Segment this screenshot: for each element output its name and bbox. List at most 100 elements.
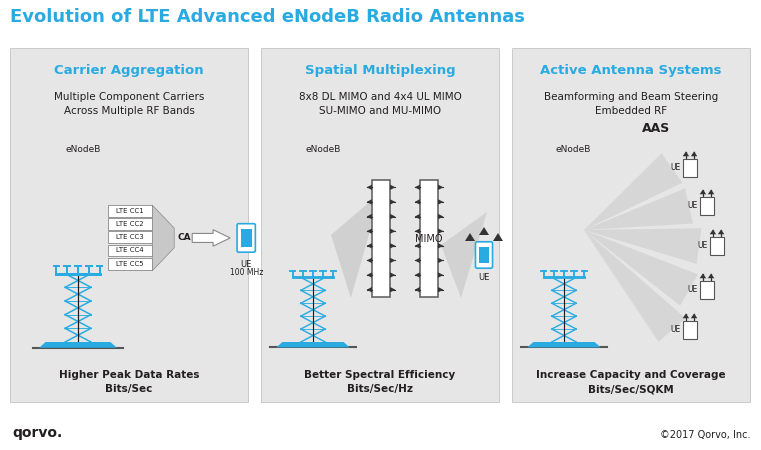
Text: Evolution of LTE Advanced eNodeB Radio Antennas: Evolution of LTE Advanced eNodeB Radio A… (10, 8, 525, 26)
Bar (108, 231, 152, 243)
Text: ©2017 Qorvo, Inc.: ©2017 Qorvo, Inc. (661, 430, 751, 440)
Polygon shape (415, 199, 420, 205)
Polygon shape (691, 314, 697, 318)
Text: UE: UE (687, 202, 697, 211)
Polygon shape (367, 214, 372, 219)
Text: eNodeB: eNodeB (305, 145, 340, 154)
Text: UE: UE (670, 325, 680, 334)
Polygon shape (367, 184, 372, 190)
Bar (108, 218, 152, 230)
Text: Carrier Aggregation: Carrier Aggregation (54, 64, 204, 77)
Text: LTE CC3: LTE CC3 (116, 234, 144, 240)
Polygon shape (441, 212, 487, 298)
Text: 8x8 DL MIMO and 4x4 UL MIMO
SU-MIMO and MU-MIMO: 8x8 DL MIMO and 4x4 UL MIMO SU-MIMO and … (298, 92, 461, 116)
Polygon shape (438, 214, 444, 219)
Polygon shape (683, 314, 689, 318)
Text: MIMO: MIMO (416, 234, 443, 243)
Bar (683, 159, 697, 177)
Polygon shape (438, 243, 444, 248)
Polygon shape (415, 258, 420, 263)
Text: UE: UE (697, 242, 707, 251)
Text: Spatial Multiplexing: Spatial Multiplexing (304, 64, 455, 77)
Polygon shape (415, 243, 420, 248)
Polygon shape (152, 205, 174, 271)
Polygon shape (699, 274, 706, 278)
Bar (108, 244, 152, 256)
Polygon shape (415, 229, 420, 234)
Text: LTE CC5: LTE CC5 (116, 261, 144, 267)
Bar (700, 281, 714, 299)
Polygon shape (193, 230, 230, 246)
Polygon shape (465, 233, 475, 241)
Bar (420, 180, 438, 297)
Text: LTE CC1: LTE CC1 (116, 208, 144, 214)
Polygon shape (415, 287, 420, 292)
Text: UE: UE (479, 273, 489, 282)
Bar (261, 48, 499, 402)
Polygon shape (367, 272, 372, 278)
Polygon shape (367, 199, 372, 205)
Bar (372, 180, 390, 297)
Polygon shape (527, 342, 600, 347)
Text: Increase Capacity and Coverage
Bits/Sec/SQKM: Increase Capacity and Coverage Bits/Sec/… (537, 370, 726, 394)
Polygon shape (390, 184, 396, 190)
Polygon shape (584, 228, 702, 264)
Polygon shape (39, 342, 117, 348)
Polygon shape (390, 214, 396, 219)
Polygon shape (718, 230, 724, 234)
Polygon shape (710, 230, 716, 234)
Text: UE: UE (687, 285, 697, 294)
Text: 100 MHz: 100 MHz (230, 268, 263, 277)
Polygon shape (390, 258, 396, 263)
Text: UE: UE (670, 163, 680, 172)
Polygon shape (438, 258, 444, 263)
Text: Beamforming and Beam Steering
Embedded RF: Beamforming and Beam Steering Embedded R… (544, 92, 718, 116)
Polygon shape (584, 230, 686, 342)
Bar (240, 229, 252, 247)
Polygon shape (390, 287, 396, 292)
Polygon shape (367, 287, 372, 292)
Polygon shape (276, 342, 350, 347)
Polygon shape (438, 272, 444, 278)
Polygon shape (390, 272, 396, 278)
Text: CA: CA (177, 234, 191, 243)
Polygon shape (584, 230, 698, 306)
Text: Multiple Component Carriers
Across Multiple RF Bands: Multiple Component Carriers Across Multi… (54, 92, 204, 116)
Polygon shape (367, 229, 372, 234)
Polygon shape (708, 274, 715, 278)
Bar (108, 205, 152, 217)
Polygon shape (367, 243, 372, 248)
Bar (512, 48, 750, 402)
Polygon shape (438, 184, 444, 190)
Polygon shape (691, 152, 697, 156)
Polygon shape (390, 243, 396, 248)
Bar (10, 48, 248, 402)
Bar (108, 258, 152, 270)
Polygon shape (415, 184, 420, 190)
Bar (700, 197, 714, 216)
Text: Better Spectral Efficiency
Bits/Sec/Hz: Better Spectral Efficiency Bits/Sec/Hz (304, 370, 456, 394)
FancyBboxPatch shape (237, 224, 256, 252)
Bar (710, 237, 724, 255)
Polygon shape (683, 152, 689, 156)
Bar (683, 321, 697, 339)
Text: LTE CC2: LTE CC2 (116, 221, 144, 227)
Polygon shape (390, 229, 396, 234)
Polygon shape (390, 199, 396, 205)
Polygon shape (415, 214, 420, 219)
Text: LTE CC4: LTE CC4 (116, 248, 144, 253)
Text: Higher Peak Data Rates
Bits/Sec: Higher Peak Data Rates Bits/Sec (59, 370, 199, 394)
Text: AAS: AAS (642, 122, 670, 135)
Polygon shape (479, 227, 489, 235)
Polygon shape (584, 189, 693, 230)
Polygon shape (438, 287, 444, 292)
Polygon shape (438, 199, 444, 205)
Text: eNodeB: eNodeB (66, 145, 101, 154)
FancyBboxPatch shape (476, 242, 492, 268)
Polygon shape (367, 258, 372, 263)
Polygon shape (438, 229, 444, 234)
Polygon shape (331, 192, 381, 298)
Text: Active Antenna Systems: Active Antenna Systems (540, 64, 721, 77)
Polygon shape (699, 189, 706, 194)
Polygon shape (415, 272, 420, 278)
